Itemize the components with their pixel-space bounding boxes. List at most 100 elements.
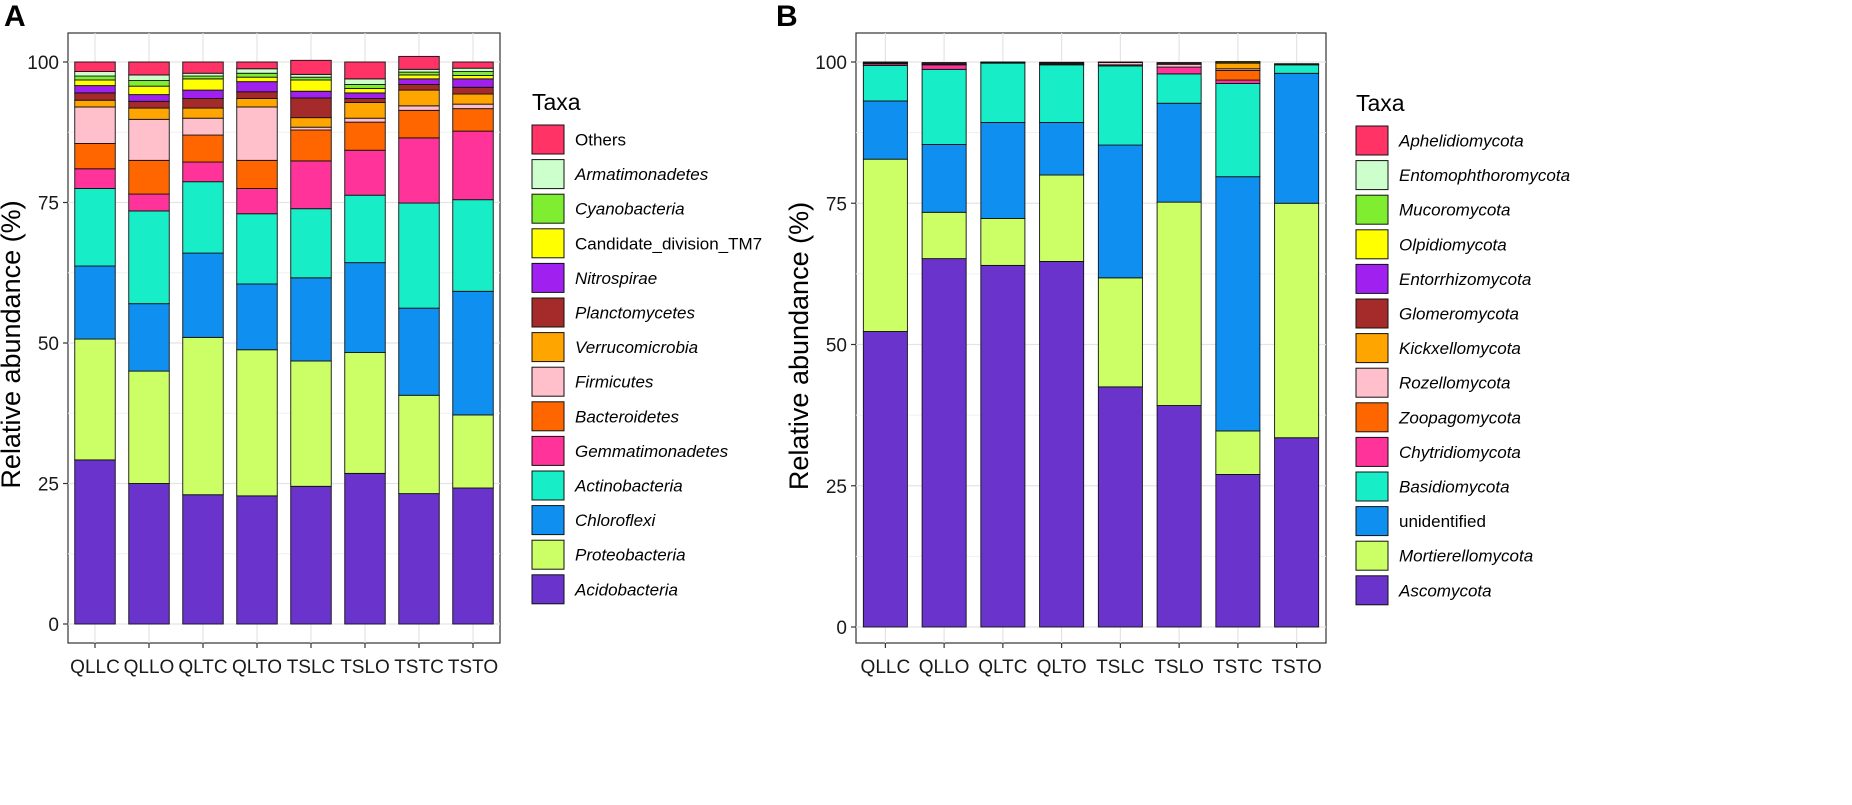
panel-a-bar-tslo-cyanobacteria bbox=[344, 84, 386, 89]
panel-a-legend-label-armatimonadetes: Armatimonadetes bbox=[574, 165, 709, 184]
panel-a-bar-qllo-armatimonadetes bbox=[128, 74, 170, 81]
panel-a-bar-tslo-acidobacteria bbox=[344, 472, 386, 625]
panel-b-legend-swatch-ascomycota bbox=[1355, 575, 1389, 606]
panel-a-bar-qllc-bacteroidetes bbox=[74, 143, 116, 170]
panel-a-bar-qlto-planctomycetes bbox=[236, 91, 278, 99]
panel-a-legend-swatch-nitrospirae bbox=[531, 262, 565, 293]
panel-a-legend-title: Taxa bbox=[532, 89, 581, 115]
panel-b-legend-label-zoopagomycota: Zoopagomycota bbox=[1398, 408, 1521, 427]
panel-b-bar-qllc-basidiomycota bbox=[862, 64, 908, 102]
panel-b-bar-tsto-ascomycota bbox=[1274, 437, 1320, 628]
panel-b-legend-title: Taxa bbox=[1356, 90, 1405, 116]
panel-b-bar-tslo-chytridiomycota bbox=[1156, 66, 1202, 75]
panel-a-bar-tslc-proteobacteria bbox=[290, 360, 332, 487]
panel-a-bar-qltc-proteobacteria bbox=[182, 336, 224, 496]
panel-a-legend-swatch-chloroflexi bbox=[531, 505, 565, 536]
panel-a-bar-qllc-others bbox=[74, 61, 116, 73]
panel-a-bar-qllo-actinobacteria bbox=[128, 210, 170, 305]
panel-a-legend-label-nitrospirae: Nitrospirae bbox=[575, 269, 657, 288]
panel-b-x-tick-label-qlto: QLTO bbox=[1037, 657, 1087, 678]
panel-b-legend-label-entomophthoromycota: Entomophthoromycota bbox=[1399, 166, 1570, 185]
panel-a-legend-label-cyanobacteria: Cyanobacteria bbox=[575, 200, 685, 219]
panel-b-bar-tslc-unidentified bbox=[1097, 144, 1143, 279]
panel-b-bar-qllc-mortierellomycota bbox=[862, 158, 908, 332]
panel-b-bar-tsto-unidentified bbox=[1274, 72, 1320, 204]
panel-a-bar-tsto-others bbox=[452, 61, 494, 69]
panel-a-bar-qltc-bacteroidetes bbox=[182, 134, 224, 163]
panel-a-bar-tslc-nitrospirae bbox=[290, 90, 332, 99]
panel-b-legend-label-chytridiomycota: Chytridiomycota bbox=[1399, 443, 1521, 462]
panel-b-legend-swatch-chytridiomycota bbox=[1355, 436, 1389, 467]
panel-a-bar-qllc-cyanobacteria bbox=[74, 75, 116, 81]
panel-a-legend-swatch-actinobacteria bbox=[531, 470, 565, 501]
panel-a-bar-qlto-chloroflexi bbox=[236, 283, 278, 351]
panel-a-legend-label-chloroflexi: Chloroflexi bbox=[575, 511, 657, 530]
panel-a-legend-label-firmicutes: Firmicutes bbox=[575, 373, 654, 392]
panel-a-bar-qlto-nitrospirae bbox=[236, 81, 278, 93]
panel-a-bar-tslo-firmicutes bbox=[344, 117, 386, 123]
panel-a-legend-swatch-planctomycetes bbox=[531, 297, 565, 328]
panel-b-y-tick-label: 50 bbox=[826, 336, 847, 357]
panel-a-bar-tsto-chloroflexi bbox=[452, 290, 494, 416]
panel-a-bar-tsto-verrucomicrobia bbox=[452, 93, 494, 105]
panel-a-bar-tslc-chloroflexi bbox=[290, 277, 332, 362]
panel-a-legend-label-others: Others bbox=[575, 131, 626, 150]
panel-b-bar-qllc-aphelidiomycota bbox=[862, 61, 908, 64]
panel-a-bar-qltc-planctomycetes bbox=[182, 98, 224, 109]
panel-a-legend-swatch-firmicutes bbox=[531, 366, 565, 397]
panel-a-bar-tslc-candidate-division-tm7 bbox=[290, 79, 332, 92]
panel-b-legend-label-rozellomycota: Rozellomycota bbox=[1399, 374, 1511, 393]
panel-b-legend-label-ascomycota: Ascomycota bbox=[1398, 581, 1492, 600]
panel-b-x-tick-label-tslc: TSLC bbox=[1096, 657, 1145, 678]
panel-a-legend-swatch-others bbox=[531, 124, 565, 155]
panel-a-bar-tstc-proteobacteria bbox=[398, 394, 440, 495]
panel-letter-a: A bbox=[4, 0, 26, 33]
panel-a-bar-tslc-others bbox=[290, 59, 332, 75]
panel-b-y-axis-label: Relative abundance (%) bbox=[784, 202, 814, 490]
panel-a-bar-tstc-actinobacteria bbox=[398, 202, 440, 309]
panel-a-bar-tstc-acidobacteria bbox=[398, 493, 440, 625]
panel-a-x-tick-label-tslc: TSLC bbox=[287, 657, 336, 678]
panel-a-y-tick-label: 100 bbox=[27, 53, 59, 74]
panel-a-bar-qlto-firmicutes bbox=[236, 106, 278, 161]
panel-a-bar-tstc-planctomycetes bbox=[398, 84, 440, 91]
panel-a-bar-tslc-actinobacteria bbox=[290, 208, 332, 279]
panel-a-bar-qllo-firmicutes bbox=[128, 118, 170, 161]
panel-a-bar-tslo-chloroflexi bbox=[344, 262, 386, 354]
panel-b-bar-tstc-mortierellomycota bbox=[1215, 430, 1261, 475]
panel-b-x-tick-label-qllc: QLLC bbox=[861, 657, 911, 678]
panel-b-y-tick-label: 75 bbox=[826, 194, 847, 215]
panel-a-bar-tsto-bacteroidetes bbox=[452, 108, 494, 132]
panel-b-bar-tsto-glomeromycota bbox=[1274, 63, 1320, 65]
panel-b-legend-swatch-glomeromycota bbox=[1355, 298, 1389, 329]
panel-a-legend-swatch-bacteroidetes bbox=[531, 401, 565, 432]
panel-a-bar-tsto-armatimonadetes bbox=[452, 67, 494, 73]
panel-a-bar-qllc-gemmatimonadetes bbox=[74, 168, 116, 189]
panel-a-bar-qllc-planctomycetes bbox=[74, 92, 116, 101]
panel-a-x-tick-label-tslo: TSLO bbox=[340, 657, 390, 678]
panel-b-legend-label-entorrhizomycota: Entorrhizomycota bbox=[1399, 270, 1531, 289]
panel-a-legend-swatch-verrucomicrobia bbox=[531, 332, 565, 363]
panel-a-bar-qllc-verrucomicrobia bbox=[74, 99, 116, 108]
panel-a-bar-tslo-actinobacteria bbox=[344, 194, 386, 264]
panel-a-y-tick-label: 0 bbox=[48, 615, 59, 636]
panel-a-legend-swatch-gemmatimonadetes bbox=[531, 435, 565, 466]
panel-b-legend-label-kickxellomycota: Kickxellomycota bbox=[1399, 339, 1521, 358]
panel-a-bar-qllo-proteobacteria bbox=[128, 370, 170, 484]
panel-a-bar-qllo-acidobacteria bbox=[128, 483, 170, 625]
panel-b-bar-tslc-mortierellomycota bbox=[1097, 277, 1143, 388]
panel-b-y-tick-label: 25 bbox=[826, 477, 847, 498]
panel-a-bar-tstc-nitrospirae bbox=[398, 78, 440, 85]
panel-b-bar-qllo-aphelidiomycota bbox=[921, 62, 967, 64]
panel-a-bar-qllo-nitrospirae bbox=[128, 94, 170, 102]
panel-b-legend-swatch-aphelidiomycota bbox=[1355, 125, 1389, 156]
panel-b-chart: 0 25 50 75 100 QLLC QLLO QLTC QLTO TSLC TSLO TSTC TS… bbox=[784, 32, 1570, 678]
panel-a-bar-tstc-verrucomicrobia bbox=[398, 89, 440, 107]
panel-a-bar-tstc-firmicutes bbox=[398, 105, 440, 111]
panel-a-bar-tslc-acidobacteria bbox=[290, 485, 332, 625]
panel-a-legend-label-verrucomicrobia: Verrucomicrobia bbox=[575, 338, 698, 357]
panel-b-x-tick-label-tsto: TSTO bbox=[1271, 657, 1321, 678]
panel-a-bar-qltc-firmicutes bbox=[182, 117, 224, 136]
panel-a-bar-qllc-chloroflexi bbox=[74, 265, 116, 340]
